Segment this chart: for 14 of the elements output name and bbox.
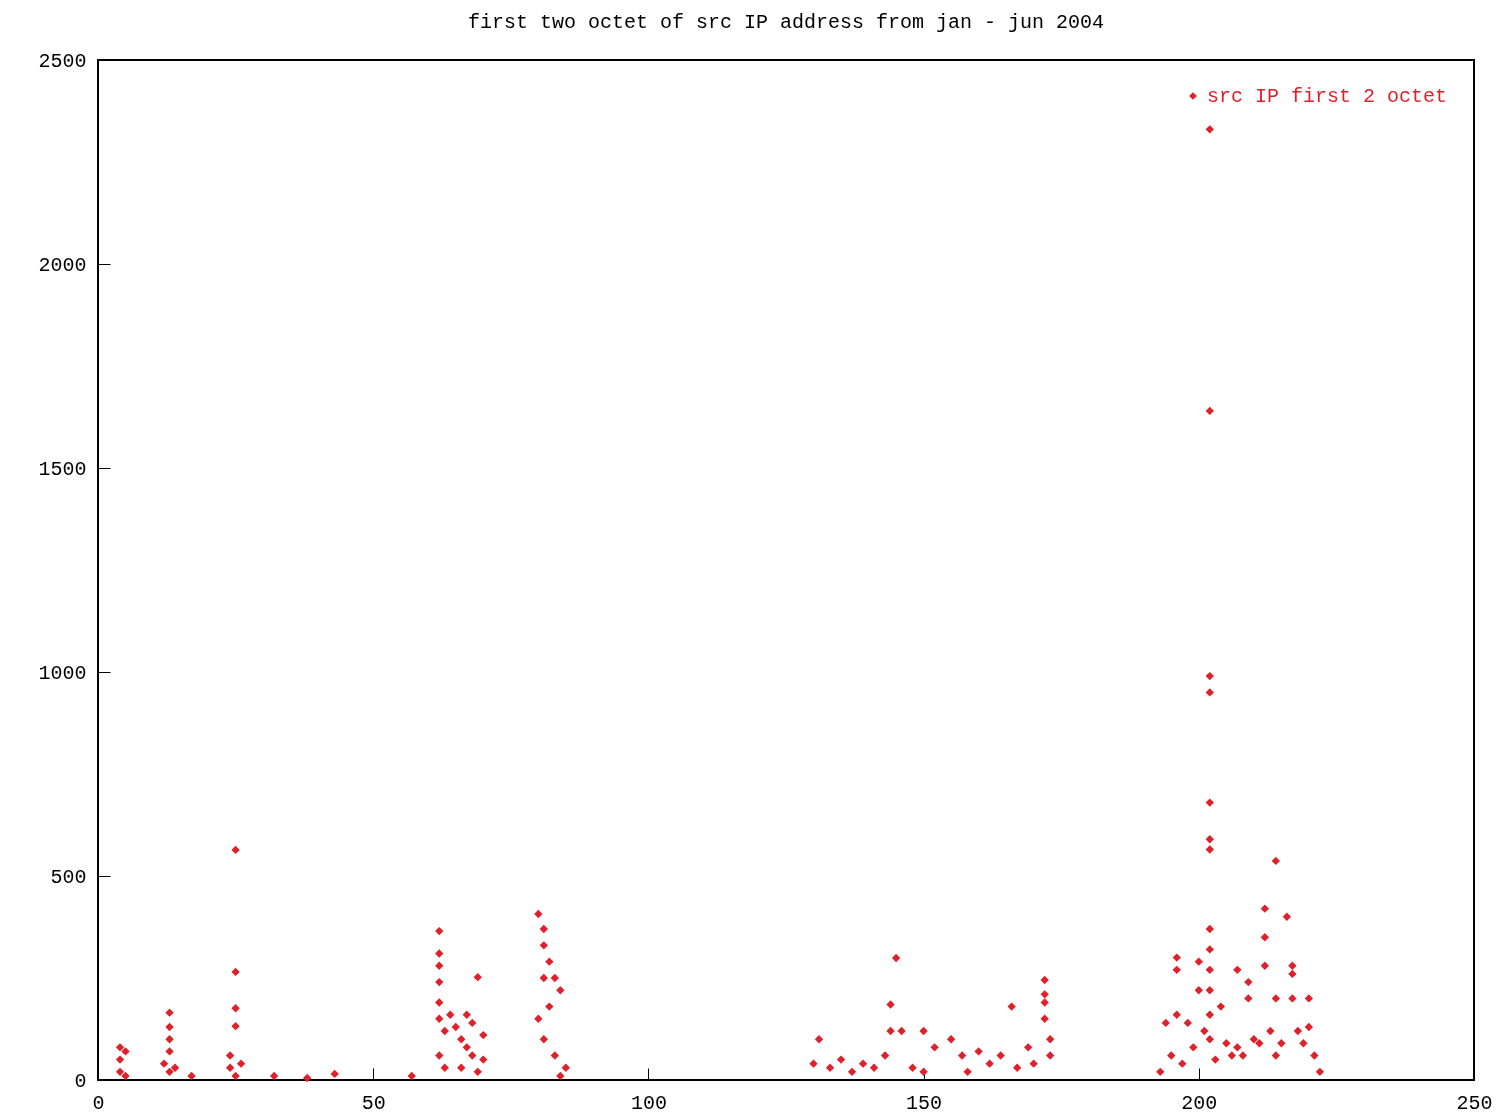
chart-title: first two octet of src IP address from jan - jun 2004	[467, 11, 1105, 34]
x-tick-label: 150	[906, 1091, 943, 1115]
y-tick-label: 2000	[38, 253, 87, 277]
y-tick-label: 500	[50, 865, 87, 889]
y-tick-label: 1500	[38, 457, 87, 481]
x-tick-label: 200	[1181, 1091, 1218, 1115]
y-tick-label: 1000	[38, 661, 87, 685]
x-tick-label: 250	[1456, 1091, 1493, 1115]
y-tick-label: 0	[74, 1069, 87, 1093]
x-tick-label: 50	[361, 1091, 386, 1115]
y-tick-label: 2500	[38, 49, 87, 73]
legend-label: src IP first 2 octet	[1207, 85, 1448, 108]
x-tick-label: 0	[92, 1091, 105, 1115]
x-tick-label: 100	[630, 1091, 667, 1115]
